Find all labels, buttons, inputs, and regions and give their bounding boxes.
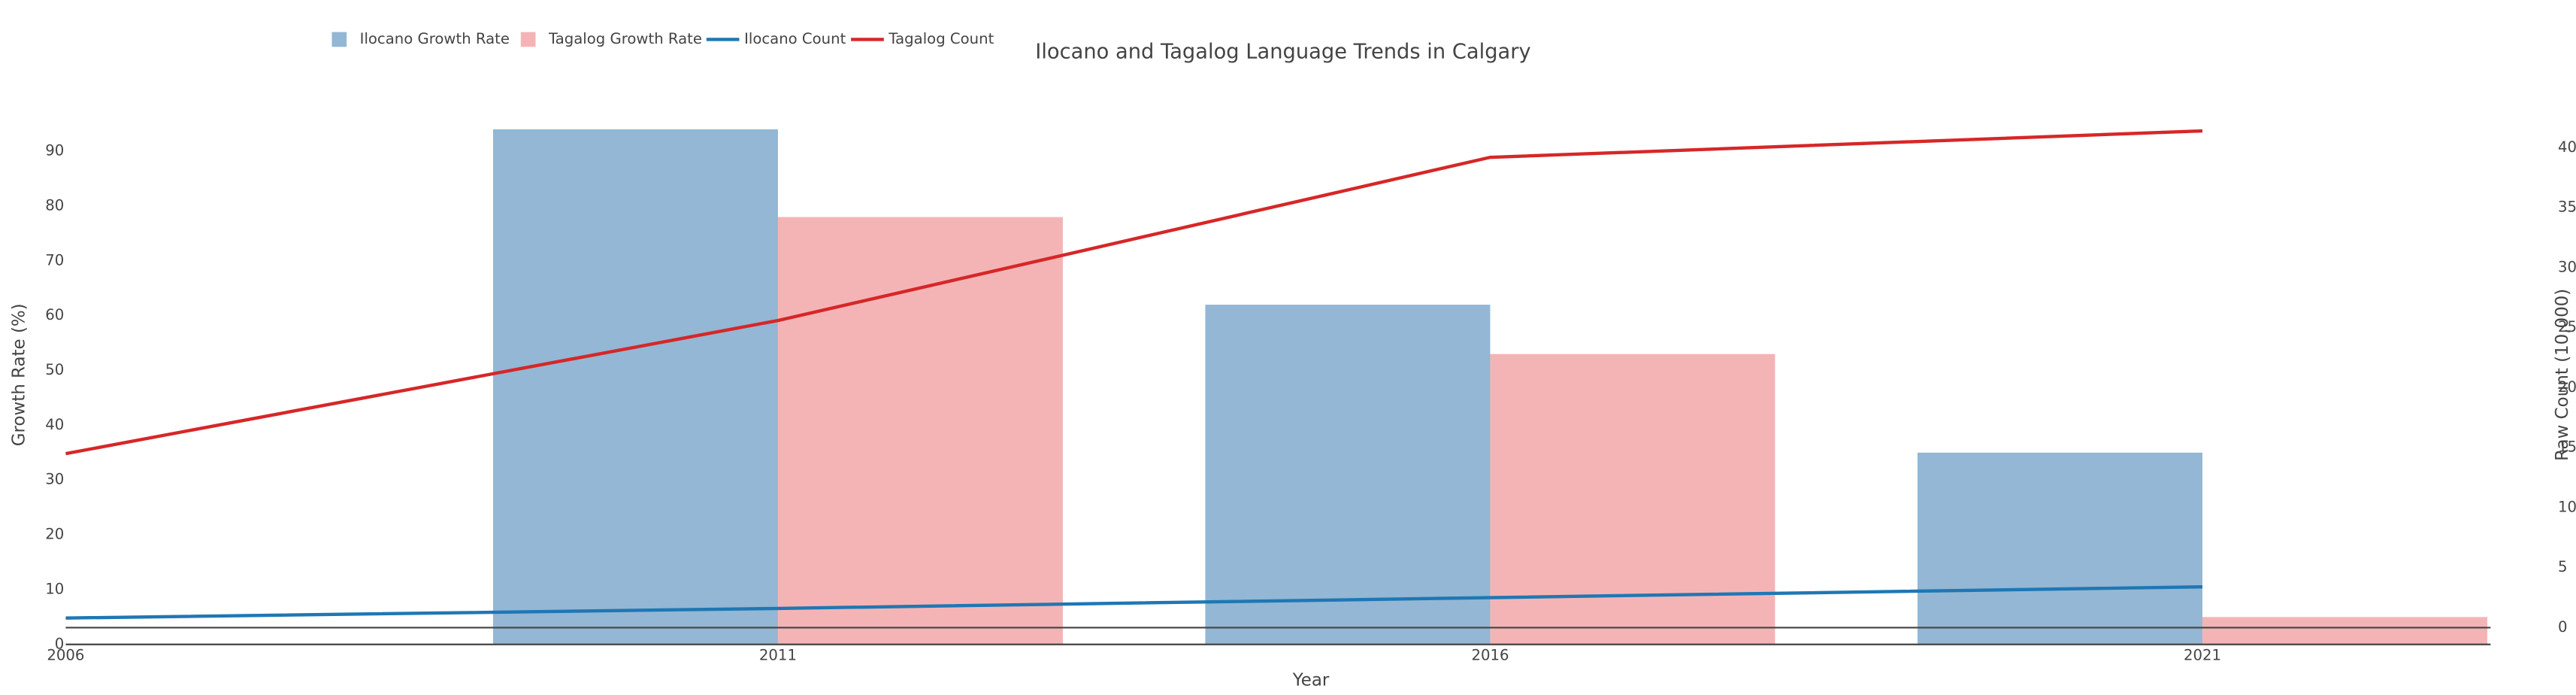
- y-tick-label: 0: [55, 635, 65, 652]
- y-tick-label: 30: [45, 471, 64, 488]
- line: [65, 129, 2203, 456]
- bar: [1917, 452, 2202, 645]
- y-tick-label: 60: [45, 306, 64, 323]
- y2-tick-label: 20: [2558, 378, 2576, 396]
- legend-label: Ilocano Growth Rate: [360, 30, 510, 47]
- legend-swatch: [331, 32, 347, 47]
- y-tick-label: 50: [45, 361, 64, 378]
- x-tick-label: 2016: [1471, 647, 1509, 664]
- x-tick-label: 2011: [759, 647, 797, 664]
- bar: [777, 217, 1063, 645]
- x-tick-label: 2021: [2184, 647, 2221, 664]
- y-tick-label: 90: [45, 142, 64, 159]
- bar: [2202, 617, 2487, 645]
- chart-title: Ilocano and Tagalog Language Trends in C…: [1035, 40, 1530, 63]
- y2-tick-label: 25: [2558, 318, 2576, 335]
- legend-swatch: [520, 32, 536, 47]
- y-tick-label: 40: [45, 416, 64, 433]
- y2-tick-label: 0: [2558, 618, 2568, 636]
- line: [65, 585, 2203, 620]
- x-axis-title: Year: [1292, 670, 1330, 690]
- bar: [1490, 354, 1775, 645]
- y-tick-label: 10: [45, 580, 64, 597]
- bar: [1205, 305, 1491, 645]
- bar: [492, 129, 778, 645]
- y2-tick-label: 40: [2558, 138, 2576, 156]
- y-axis-title: Growth Rate (%): [10, 303, 29, 446]
- x-tick-label: 2006: [47, 647, 84, 664]
- y2-tick-label: 35: [2558, 199, 2576, 216]
- y2-tick-label: 5: [2558, 558, 2568, 575]
- legend-label: Ilocano Count: [744, 30, 846, 47]
- y-tick-label: 80: [45, 196, 64, 214]
- y2-tick-label: 15: [2558, 439, 2576, 456]
- y2-tick-label: 30: [2558, 258, 2576, 275]
- legend-label: Tagalog Growth Rate: [548, 30, 702, 47]
- chart-area: Ilocano and Tagalog Language Trends in C…: [10, 30, 2576, 690]
- y2-axis-title: Raw Count (10,000): [2553, 289, 2572, 461]
- legend-label: Tagalog Count: [888, 30, 994, 47]
- y2-tick-label: 10: [2558, 498, 2576, 515]
- y-tick-label: 20: [45, 526, 64, 543]
- y-tick-label: 70: [45, 251, 64, 269]
